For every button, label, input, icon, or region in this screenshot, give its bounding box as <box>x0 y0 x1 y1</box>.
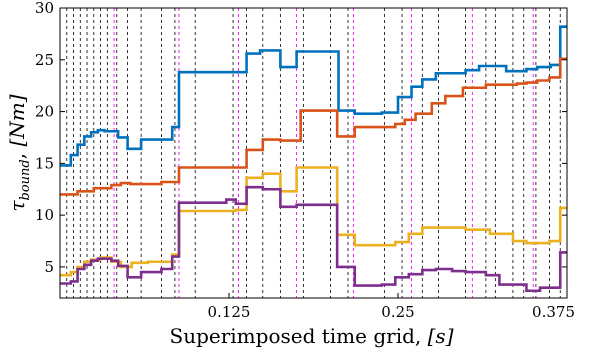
y-tick-label: 30 <box>35 0 54 17</box>
y-tick-label: 10 <box>35 206 54 224</box>
x-tick-label: 0.375 <box>532 303 575 321</box>
series-group <box>60 25 567 293</box>
axis-ticks: 5 10 15 20 25 30 0.125 0.25 0.375 <box>35 0 575 321</box>
x-tick-label: 0.25 <box>381 303 414 321</box>
series-line-4 <box>60 185 567 293</box>
y-tick-label: 25 <box>35 51 54 69</box>
y-axis-title-unit: [Nm] <box>5 94 29 146</box>
vertical-grid-lines <box>66 8 561 298</box>
y-axis-title: τbound, [Nm] <box>5 94 33 211</box>
x-axis-title-text: Superimposed time grid, <box>170 324 428 348</box>
x-axis-title: Superimposed time grid, [s] <box>170 324 454 348</box>
plot-frame <box>59 7 568 299</box>
series-line-1 <box>60 25 567 167</box>
x-tick-label: 0.125 <box>208 303 251 321</box>
y-tick-label: 20 <box>35 103 54 121</box>
x-axis-title-unit: [s] <box>428 324 454 348</box>
y-tick-label: 5 <box>44 258 54 276</box>
y-axis-title-subscript: bound <box>18 159 33 200</box>
y-tick-label: 15 <box>35 154 54 172</box>
series-line-2 <box>60 57 567 196</box>
y-axis-title-symbol: τ <box>5 200 29 212</box>
y-axis-title-sep: , <box>5 147 29 160</box>
